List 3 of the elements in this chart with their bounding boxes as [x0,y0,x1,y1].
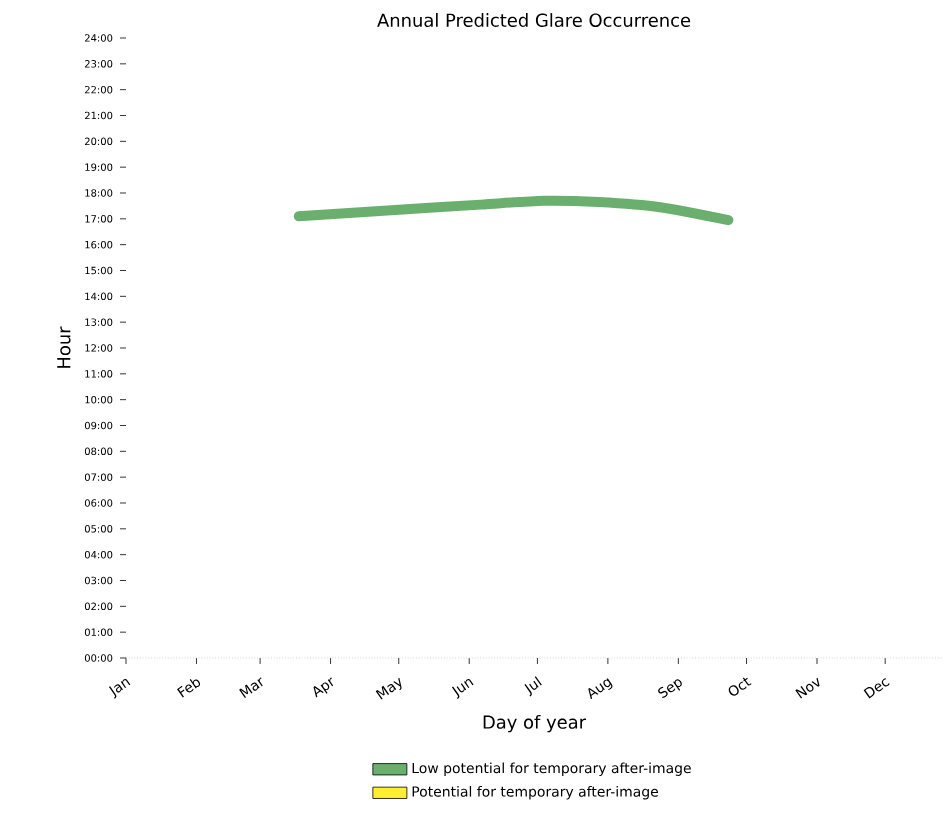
chart-title: Annual Predicted Glare Occurrence [377,13,691,27]
x-axis-title: Day of year [483,714,587,733]
y-axis-title: Hour [57,326,71,368]
